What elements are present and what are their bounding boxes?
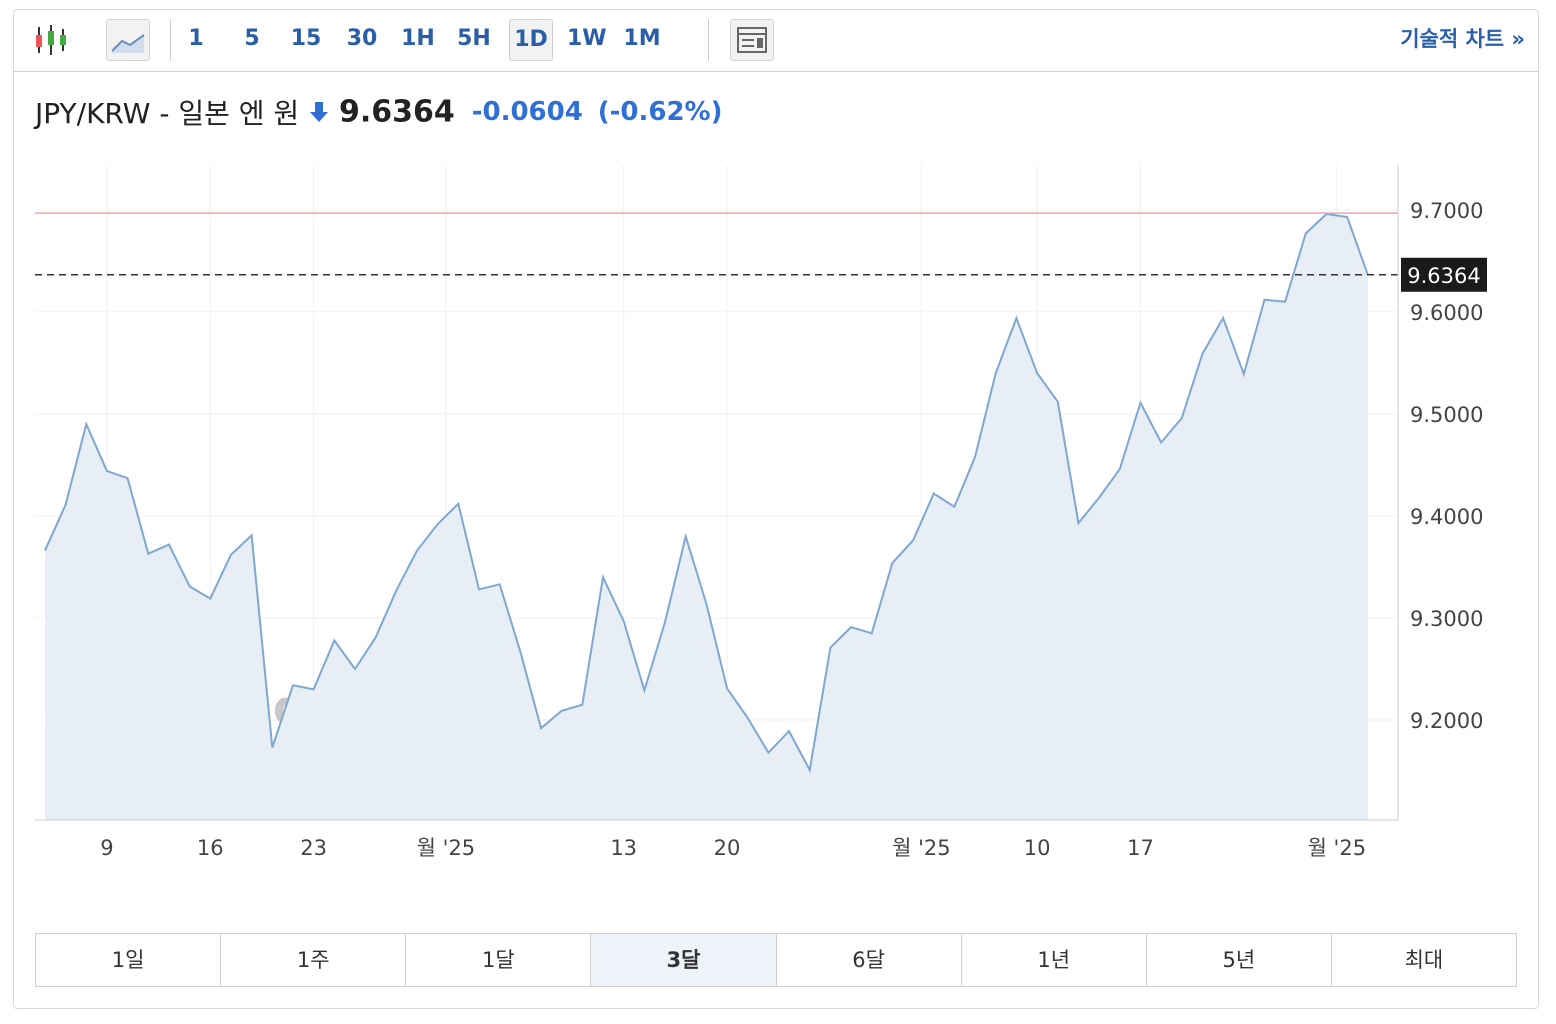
y-tick-label: 9.5000 [1410, 403, 1483, 427]
y-tick-label: 9.2000 [1410, 709, 1483, 733]
x-tick-label: 20 [714, 836, 741, 860]
range-tab[interactable]: 1년 [962, 934, 1147, 986]
range-tab[interactable]: 1주 [221, 934, 407, 986]
change-percent: (-0.62%) [597, 97, 723, 127]
separator [170, 19, 171, 61]
interval-button[interactable]: 5 [244, 26, 260, 51]
frame [13, 9, 1539, 1009]
x-tick-label: 월 '25 [417, 836, 476, 860]
separator [708, 19, 709, 61]
x-tick-label: 월 '25 [892, 836, 951, 860]
technical-chart-link[interactable]: 기술적 차트 » [1400, 27, 1525, 51]
y-tick-label: 9.7000 [1410, 199, 1483, 223]
range-tab[interactable]: 1일 [36, 934, 222, 986]
x-tick-label: 9 [100, 836, 113, 860]
down-arrow [310, 102, 329, 122]
y-tick-label: 9.6000 [1410, 301, 1483, 325]
price: 9.6364 [339, 94, 455, 130]
area [44, 213, 1368, 820]
toolbar: 1 5 15 30 1H 5H 1D 1W 1M 기술적 차트 » [13, 9, 1539, 72]
interval-button[interactable]: 1D [509, 19, 553, 61]
range-tab[interactable]: 최대 [1404, 948, 1444, 972]
interval-button[interactable]: 15 [290, 26, 322, 51]
y-tick-label: 9.4000 [1410, 505, 1483, 529]
last-price-label: 9.6364 [1407, 264, 1480, 288]
interval-button[interactable]: 5H [457, 26, 491, 51]
x-tick-label: 23 [300, 836, 327, 860]
range-tab[interactable]: 6달 [777, 934, 962, 986]
candle-icon[interactable] [33, 23, 69, 57]
x-tick-label: 16 [197, 836, 224, 860]
interval-button[interactable]: 30 [346, 26, 378, 51]
x-tick-label: 10 [1024, 836, 1051, 860]
x-tick-label: 13 [610, 836, 637, 860]
layout-icon[interactable] [730, 19, 774, 61]
range-tab[interactable]: 1달 [406, 934, 592, 986]
interval-button[interactable]: 1W [567, 26, 607, 51]
y-tick-label: 9.3000 [1410, 607, 1483, 631]
title: JPY/KRW - 일본 엔 원 [35, 97, 300, 130]
interval-button[interactable]: 1M [623, 26, 661, 51]
interval-button[interactable]: 1 [188, 26, 204, 51]
range-tab[interactable]: 3달 [591, 934, 777, 986]
x-tick-label: 월 '25 [1308, 836, 1367, 860]
range-tab[interactable]: 5년 [1147, 934, 1332, 986]
x-tick-label: 17 [1127, 836, 1154, 860]
last-price-box [1401, 257, 1487, 292]
area-icon[interactable] [106, 19, 150, 61]
header: JPY/KRW - 일본 엔 원 9.6364 -0.0604 (-0.62%) [35, 92, 722, 132]
range-tabs: 1일 1주 1달 3달 6달 1년 5년 최대 [35, 933, 1517, 987]
line [44, 212, 1369, 774]
interval-button[interactable]: 1H [401, 26, 435, 51]
change: -0.0604 [471, 97, 583, 127]
